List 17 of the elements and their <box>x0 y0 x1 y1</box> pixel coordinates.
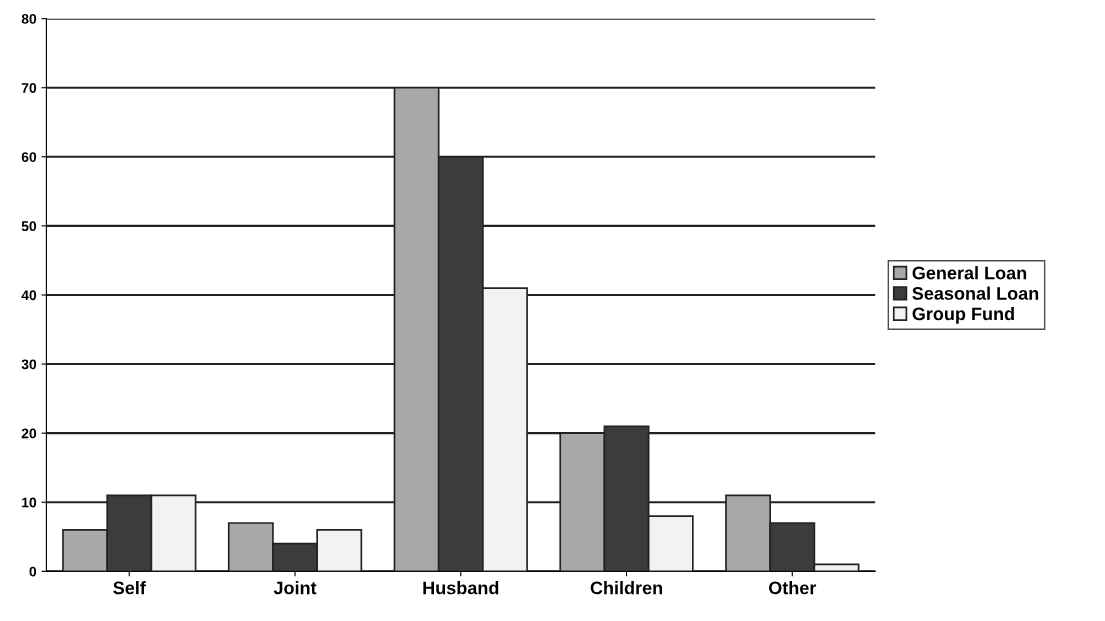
y-tick-label: 20 <box>21 428 37 439</box>
y-tick-label: 40 <box>21 290 37 301</box>
y-tick-label: 80 <box>21 13 37 24</box>
legend-label: General Loan <box>912 266 1027 280</box>
y-tick-label: 10 <box>22 497 37 508</box>
legend-label: Seasonal Loan <box>912 286 1039 300</box>
y-tick-label: 70 <box>21 83 37 93</box>
x-tick-label: Children <box>590 581 663 595</box>
y-tick-label: 50 <box>21 221 37 232</box>
x-tick-label: Husband <box>423 581 499 595</box>
x-tick-label: Other <box>768 581 817 595</box>
y-tick-label: 30 <box>21 359 37 370</box>
legend-label: Group Fund <box>912 307 1014 324</box>
y-tick-label: 60 <box>21 152 37 162</box>
x-tick-label: Self <box>113 581 146 595</box>
y-tick-label: 0 <box>29 566 37 577</box>
x-tick-label: Joint <box>273 581 317 595</box>
